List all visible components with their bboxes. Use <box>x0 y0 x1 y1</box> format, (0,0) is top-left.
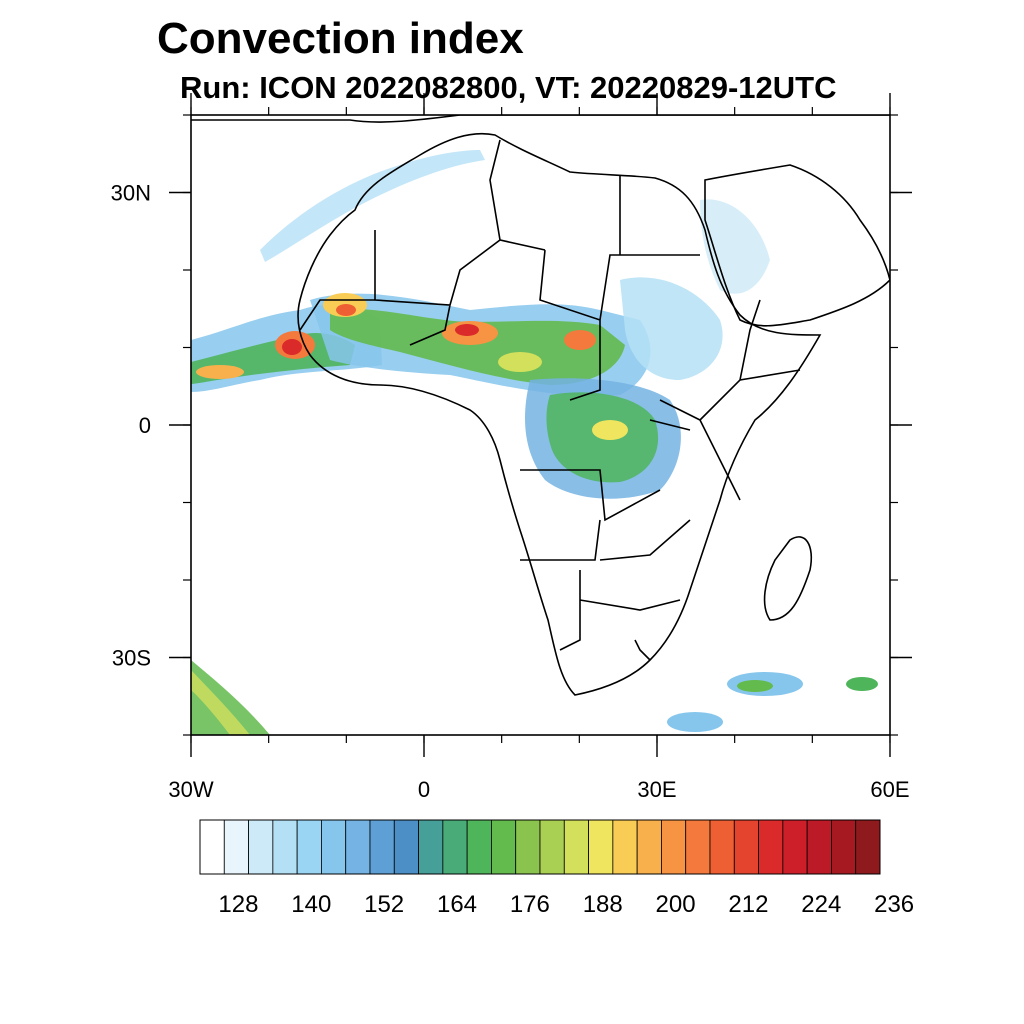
colorbar-box <box>418 819 444 875</box>
y-tick-label: 0 <box>139 413 151 438</box>
colorbar-box <box>223 819 249 875</box>
x-tick-label: 30E <box>637 777 676 802</box>
colorbar-box <box>369 819 395 875</box>
colorbar-label: 212 <box>728 891 768 918</box>
colorbar-box <box>709 819 735 875</box>
convection-peak-guinea <box>282 339 302 355</box>
colorbar-box <box>539 819 565 875</box>
chart-title: Convection index <box>157 14 524 63</box>
colorbar: 128 140 152 164 176 188 200 212 224 236 <box>199 819 914 918</box>
borders-west <box>299 139 700 401</box>
colorbar-box <box>248 819 274 875</box>
colorbar-box <box>661 819 687 875</box>
convection-core-sahel <box>330 308 625 385</box>
madagascar-coastline <box>763 536 812 621</box>
colorbar-box <box>393 819 419 875</box>
colorbar-box <box>806 819 832 875</box>
convection-saharan-streak <box>260 150 485 262</box>
colorbar-box <box>345 819 371 875</box>
convection-south-atlantic <box>191 660 270 735</box>
convection-cell-coast <box>196 365 244 379</box>
colorbar-label: 152 <box>364 891 404 918</box>
axis-ticks: 30W 0 30E 60E 30N 0 30S <box>111 93 912 802</box>
colorbar-box <box>563 819 589 875</box>
colorbar-label: 128 <box>218 891 258 918</box>
colorbar-label: 188 <box>583 891 623 918</box>
europe-coastline <box>191 115 890 123</box>
colorbar-label: 200 <box>656 891 696 918</box>
x-tick-label: 30W <box>168 777 213 802</box>
x-tick-label: 60E <box>870 777 909 802</box>
colorbar-box <box>685 819 711 875</box>
colorbar-box <box>296 819 322 875</box>
colorbar-box <box>491 819 517 875</box>
colorbar-box <box>855 819 881 875</box>
convection-field <box>191 150 878 735</box>
colorbar-box <box>612 819 638 875</box>
colorbar-label: 236 <box>874 891 914 918</box>
convection-south-indian <box>667 712 723 732</box>
colorbar-box <box>758 819 784 875</box>
colorbar-box <box>515 819 541 875</box>
colorbar-box <box>733 819 759 875</box>
colorbar-label: 176 <box>510 891 550 918</box>
convection-madagascar-core <box>737 680 773 692</box>
africa-coastline <box>297 132 822 696</box>
colorbar-box <box>442 819 468 875</box>
colorbar-box <box>782 819 808 875</box>
colorbar-label: 224 <box>801 891 841 918</box>
colorbar-box <box>588 819 614 875</box>
colorbar-box <box>199 819 225 875</box>
colorbar-label: 140 <box>291 891 331 918</box>
colorbar-box <box>636 819 662 875</box>
chart-subtitle: Run: ICON 2022082800, VT: 20220829-12UTC <box>180 70 837 105</box>
borders-south <box>520 469 691 661</box>
convection-peak-mauritania <box>336 304 356 316</box>
colorbar-box <box>321 819 347 875</box>
colorbar-box <box>466 819 492 875</box>
colorbar-box <box>272 819 298 875</box>
x-tick-label: 0 <box>418 777 430 802</box>
convection-cell-chad <box>564 330 596 350</box>
colorbar-label: 164 <box>437 891 477 918</box>
y-tick-label: 30N <box>111 181 151 206</box>
convection-arabia <box>700 199 770 294</box>
convection-cell-congo <box>592 420 628 440</box>
convection-ethiopia <box>620 277 723 380</box>
convection-south-atlantic-core <box>191 670 250 735</box>
y-tick-label: 30S <box>112 646 151 671</box>
colorbar-box <box>831 819 857 875</box>
colorbar-frame <box>199 819 881 875</box>
convection-cell-nigeria <box>498 352 542 372</box>
convection-peak-niger <box>455 324 479 336</box>
convection-indian-ocean <box>846 677 878 691</box>
borders-east <box>649 299 801 501</box>
